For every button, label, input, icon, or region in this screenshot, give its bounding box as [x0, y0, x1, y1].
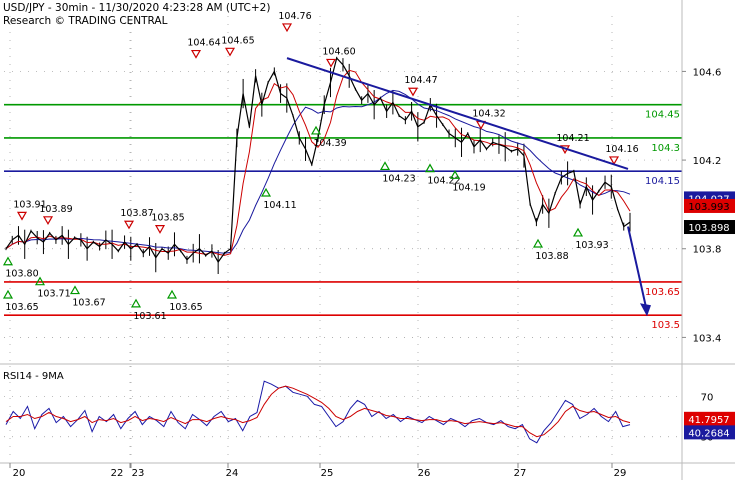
pivot-high-label: 103.89: [39, 204, 72, 215]
pivot-high-marker: [325, 58, 337, 68]
pivot-high-label: 104.60: [322, 46, 355, 57]
rsi-panel: [4, 366, 682, 462]
price-tag: [684, 198, 735, 213]
rsi-line: [5, 380, 631, 444]
x-tick-label: 22: [111, 468, 124, 479]
pivot-high-label: 104.65: [221, 35, 254, 46]
rsi-title: RSI14 - 9MA: [3, 371, 64, 382]
pivot-low-label: 103.93: [575, 240, 608, 251]
trendline: [286, 57, 629, 170]
chart-title: USD/JPY - 30min - 11/30/2020 4:23:28 AM …: [3, 2, 270, 14]
pivot-low-marker: [449, 170, 461, 179]
pivot-low-label: 104.11: [263, 200, 296, 211]
pivot-high-marker: [190, 49, 202, 59]
pivot-high-label: 104.16: [605, 144, 638, 155]
rsi-series: [5, 380, 631, 444]
pivot-low-label: 103.71: [37, 289, 70, 300]
pivot-high-marker: [608, 156, 620, 166]
pivot-low-label: 103.65: [169, 302, 202, 313]
ma-fast-line: [5, 69, 631, 256]
rsi-y-tick-label: 70: [701, 392, 714, 403]
price-overlay: [286, 57, 651, 317]
pivot-high-label: 104.64: [187, 38, 220, 49]
pivot-low-marker: [424, 163, 436, 173]
pivot-low-label: 103.61: [133, 311, 166, 322]
x-tick-label: 26: [418, 468, 431, 479]
pivot-low-label: 104.19: [452, 182, 485, 193]
pivot-high-label: 104.76: [278, 11, 311, 22]
level-label: 104.45: [645, 110, 680, 121]
price-tag-label: 103.898: [688, 223, 729, 234]
rsi-tag: [684, 425, 735, 440]
price-plot-area: [4, 16, 682, 364]
ma-slow-line: [5, 89, 631, 254]
rsi-tag-label: 40.2684: [688, 428, 729, 439]
price-tag: [684, 220, 735, 235]
price-y-tick-label: 103.4: [693, 333, 722, 344]
pivot-low-label: 103.65: [5, 302, 38, 313]
pivot-low-label: 104.22: [427, 176, 460, 187]
pivot-high-marker: [224, 47, 236, 57]
pivot-high-marker: [16, 211, 28, 221]
pivot-low-marker: [310, 125, 322, 135]
pivot-low-label: 103.88: [535, 251, 568, 262]
pivot-low-label: 103.80: [5, 269, 38, 280]
x-tick-label: 24: [226, 468, 239, 479]
level-label: 104.15: [645, 176, 680, 187]
pivot-low-label: 104.23: [382, 173, 415, 184]
pivot-high-label: 104.32: [472, 108, 505, 119]
pivot-high-label: 103.87: [120, 208, 153, 219]
pivot-low-marker: [532, 238, 544, 248]
rsi-tag: [684, 411, 735, 426]
price-tag-label: 103.993: [688, 202, 729, 213]
pivot-high-label: 103.91: [13, 199, 46, 210]
pivot-high-label: 103.85: [151, 213, 184, 224]
level-label: 104.3: [651, 143, 680, 154]
rsi-grid: [4, 366, 682, 462]
x-tick-label: 23: [132, 468, 145, 479]
x-axis: 20 22 23 24 25 26 27 29: [9, 463, 627, 479]
projection-arrow-shaft: [627, 226, 647, 308]
pivot-low-marker: [572, 227, 584, 237]
pivot-high-marker: [281, 23, 293, 33]
pivot-low-marker: [69, 285, 81, 295]
pivot-high-marker: [154, 225, 166, 234]
chart-subtitle: Research © TRADING CENTRAL: [3, 15, 168, 27]
pivot-low-marker: [2, 289, 14, 299]
x-tick-label: 27: [514, 468, 527, 479]
x-tick-label: 29: [614, 468, 627, 479]
pivot-low-marker: [130, 298, 142, 308]
price-levels: 104.45 104.3 104.15 103.65 103.5: [4, 103, 682, 331]
price-line: [5, 56, 631, 264]
price-y-axis: 104.6 104.2 103.8 103.4: [682, 67, 721, 344]
pivot-low-marker: [2, 256, 14, 266]
rsi-ma-line: [5, 385, 631, 438]
pivot-low-marker: [379, 161, 391, 171]
level-label: 103.65: [645, 287, 680, 298]
rsi-tags: 41.7957 40.2684: [684, 411, 735, 440]
price-series: [5, 56, 631, 275]
x-tick-label: 20: [13, 468, 26, 479]
projection-arrow-head: [640, 303, 651, 317]
pivot-high-marker: [407, 87, 419, 97]
price-y-tick-label: 104.6: [693, 67, 722, 78]
pivot-high-label: 104.47: [404, 75, 437, 86]
price-y-tick-label: 103.8: [693, 245, 722, 256]
pivot-high-label: 104.21: [556, 133, 589, 144]
pivot-low-marker: [260, 187, 272, 197]
rsi-tag-label: 41.7957: [688, 415, 729, 426]
pivot-low-marker: [166, 289, 178, 299]
level-label: 103.5: [651, 320, 680, 331]
pivot-high-marker: [42, 216, 54, 225]
price-y-tick-label: 104.2: [693, 156, 722, 167]
pivot-low-marker: [34, 276, 46, 286]
x-tick-label: 25: [321, 468, 334, 479]
pivot-low-label: 103.67: [72, 298, 105, 309]
pivot-low-label: 104.39: [313, 138, 346, 149]
pivot-high-marker: [123, 220, 135, 230]
